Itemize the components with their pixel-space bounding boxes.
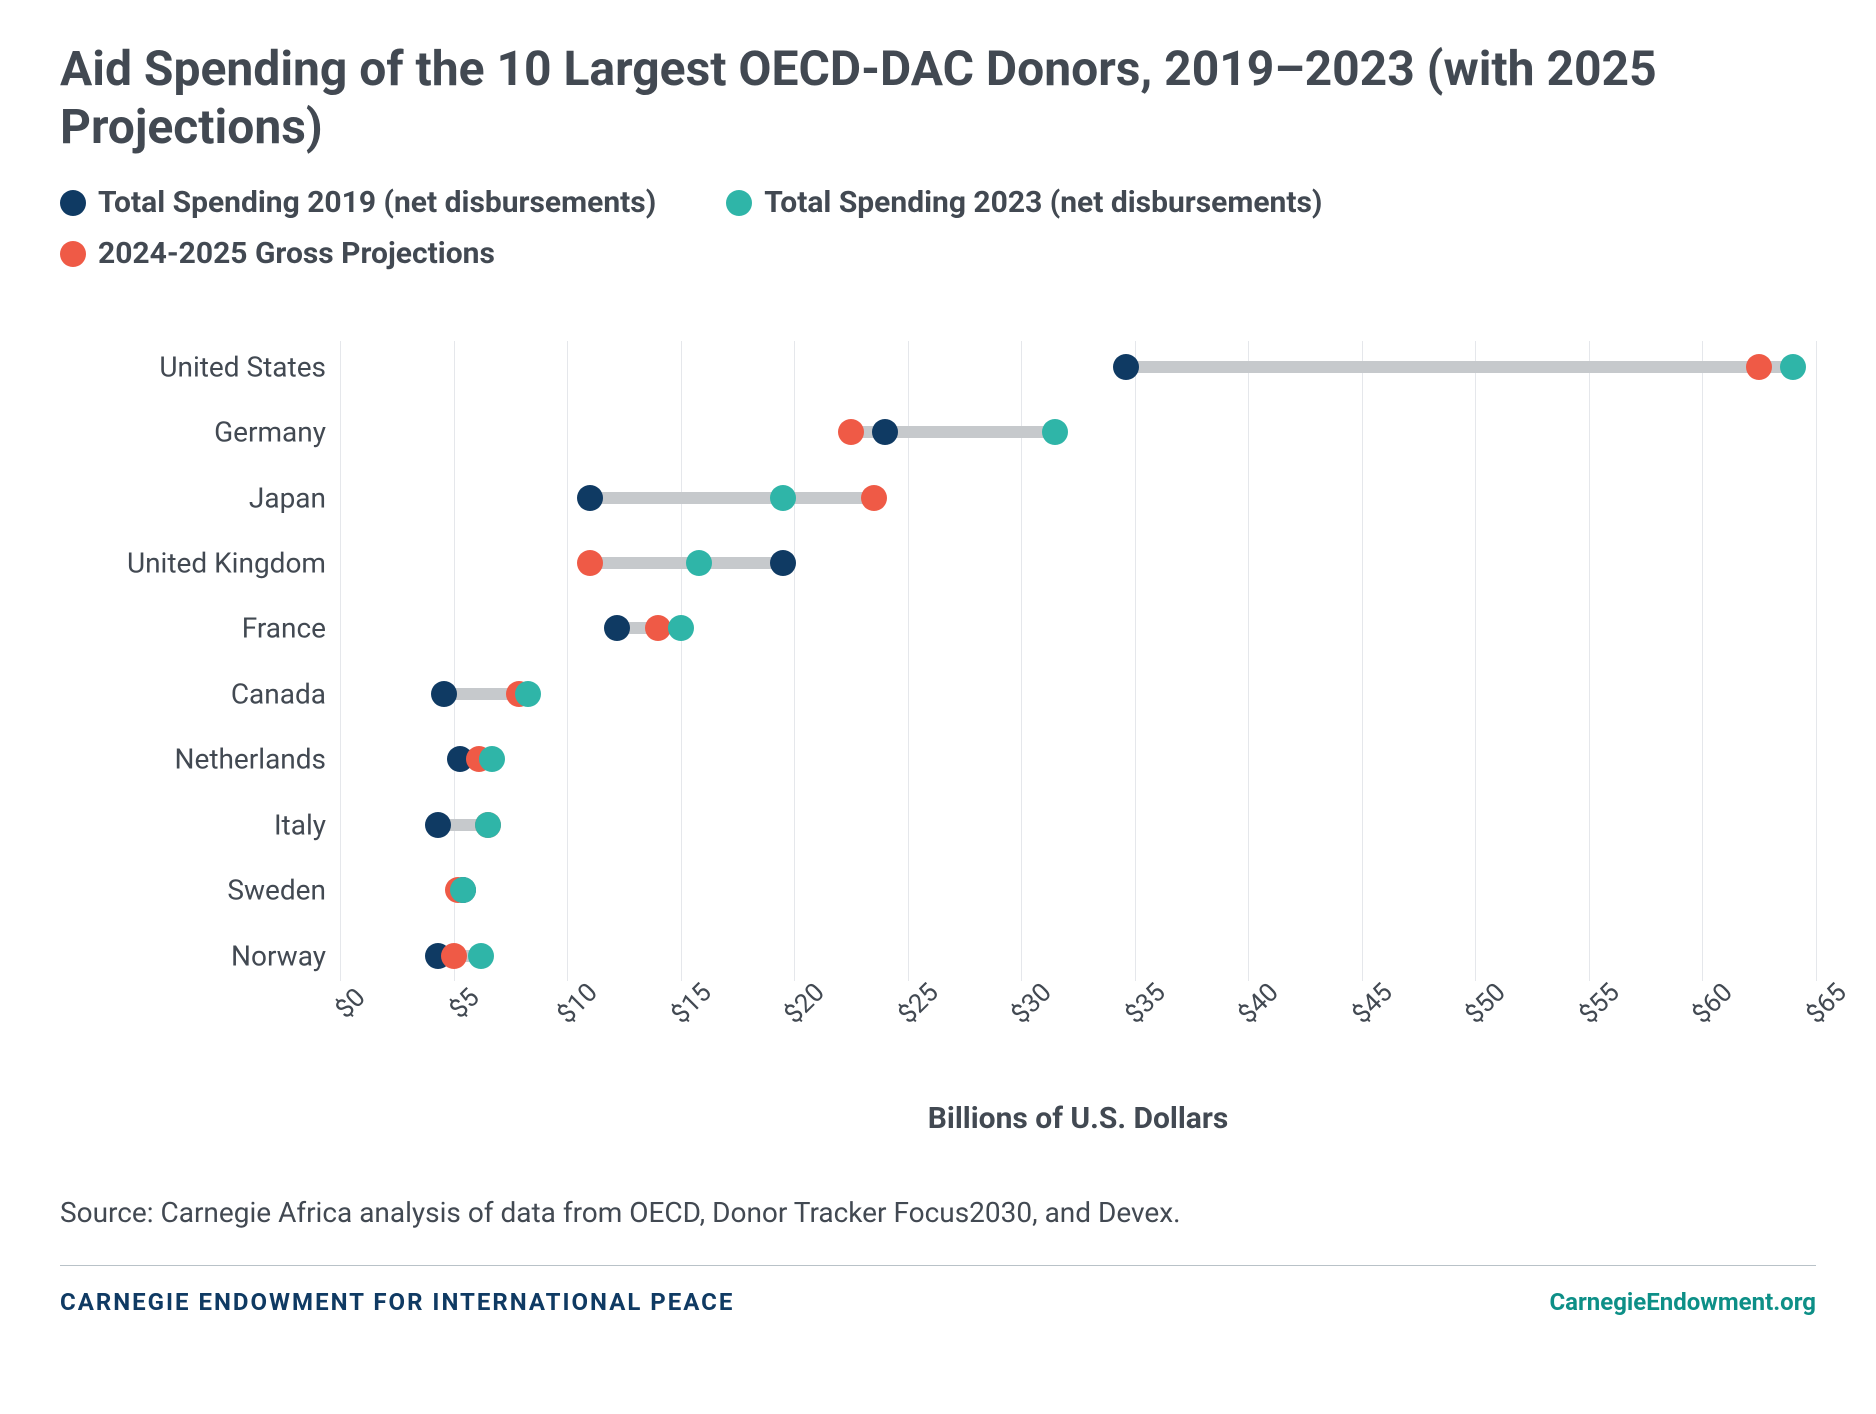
x-tick-label: $40 [1233,978,1285,1030]
y-tick-label: Germany [214,416,326,449]
y-tick-label: Norway [231,939,326,972]
y-tick-label: Netherlands [175,743,326,776]
x-tick-label: $25 [892,978,944,1030]
y-tick-label: France [242,612,326,645]
y-tick-label: United Kingdom [127,547,326,580]
footer-divider [60,1265,1816,1266]
dot-2023 [668,615,694,641]
plot-area [340,341,1816,981]
footer: CARNEGIE ENDOWMENT FOR INTERNATIONAL PEA… [60,1288,1816,1316]
x-tick-label: $50 [1460,978,1512,1030]
legend: Total Spending 2019 (net disbursements) T… [60,185,1816,271]
dot-projection [838,419,864,445]
footer-org: CARNEGIE ENDOWMENT FOR INTERNATIONAL PEA… [60,1288,734,1316]
y-tick-label: Sweden [227,874,326,907]
footer-url: CarnegieEndowment.org [1549,1288,1816,1316]
connector-line [590,492,874,504]
gridline [1475,341,1476,981]
source-note: Source: Carnegie Africa analysis of data… [60,1196,1816,1229]
gridline [1589,341,1590,981]
connector-line [1126,361,1794,373]
dot-projection [441,943,467,969]
x-tick-label: $5 [443,983,485,1025]
x-tick-label: $55 [1573,978,1625,1030]
y-tick-label: Italy [274,808,326,841]
dot-2023 [1042,419,1068,445]
dot-2019 [431,681,457,707]
y-axis-labels: United States Germany Japan United Kingdom F… [110,341,340,981]
y-tick-label: Japan [249,481,326,514]
legend-swatch [60,241,86,267]
gridline [340,341,341,981]
gridline [1362,341,1363,981]
dot-2019 [872,419,898,445]
dot-projection [1746,354,1772,380]
x-axis-label: Billions of U.S. Dollars [340,1101,1816,1136]
x-axis-ticks: $0$5$10$15$20$25$30$35$40$45$50$55$60$65 [340,981,1816,1061]
gridline [1248,341,1249,981]
dot-2023 [770,485,796,511]
dot-2023 [468,943,494,969]
dot-2019 [425,812,451,838]
dot-2019 [577,485,603,511]
x-tick-label: $45 [1346,978,1398,1030]
gridline [681,341,682,981]
dot-2019 [770,550,796,576]
dot-projection [577,550,603,576]
dot-projection [861,485,887,511]
x-tick-label: $30 [1006,978,1058,1030]
gridline [567,341,568,981]
dot-2023 [515,681,541,707]
dot-2023 [450,877,476,903]
x-tick-label: $15 [665,978,717,1030]
gridline [794,341,795,981]
legend-swatch [60,190,86,216]
x-tick-label: $0 [330,983,372,1025]
x-tick-label: $60 [1687,978,1739,1030]
chart: United States Germany Japan United Kingdom F… [110,341,1816,1136]
legend-item: 2024-2025 Gross Projections [60,236,495,271]
dot-2023 [686,550,712,576]
dot-2023 [475,812,501,838]
gridline [1816,341,1817,981]
dot-2023 [1780,354,1806,380]
gridline [1702,341,1703,981]
dot-2019 [1113,354,1139,380]
x-tick-label: $10 [552,978,604,1030]
legend-label: 2024-2025 Gross Projections [98,236,495,271]
legend-label: Total Spending 2023 (net disbursements) [764,185,1322,220]
legend-label: Total Spending 2019 (net disbursements) [98,185,656,220]
legend-item: Total Spending 2023 (net disbursements) [726,185,1322,220]
x-tick-label: $65 [1800,978,1852,1030]
chart-title: Aid Spending of the 10 Largest OECD-DAC … [60,40,1816,155]
dot-2023 [479,746,505,772]
gridline [1135,341,1136,981]
x-tick-label: $20 [779,978,831,1030]
y-tick-label: United States [159,350,326,383]
x-tick-label: $35 [1119,978,1171,1030]
y-tick-label: Canada [231,677,326,710]
legend-item: Total Spending 2019 (net disbursements) [60,185,656,220]
legend-swatch [726,190,752,216]
dot-2019 [604,615,630,641]
